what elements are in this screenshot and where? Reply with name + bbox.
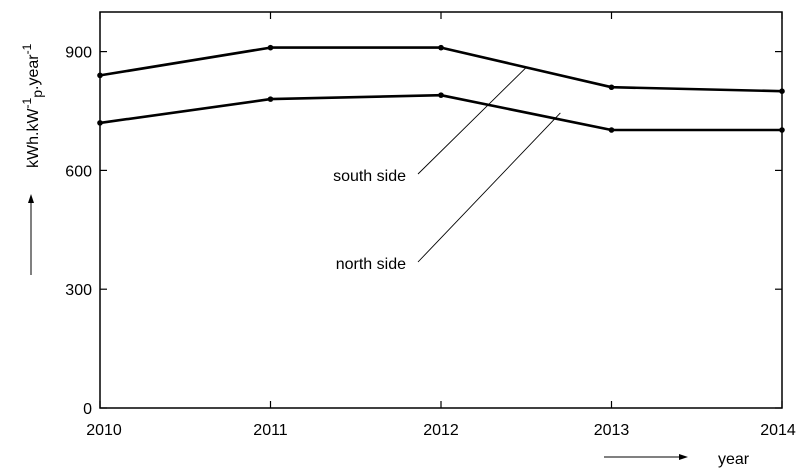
- data-point: [608, 127, 615, 133]
- y-axis-label: kWh.kW-1p.year-1: [20, 43, 45, 168]
- x-tick-label: 2010: [86, 422, 122, 439]
- y-axis-label-part: p: [29, 90, 45, 98]
- data-point: [438, 92, 444, 98]
- data-point: [267, 44, 274, 51]
- data-point: [97, 120, 103, 126]
- data-point: [608, 84, 615, 91]
- data-point: [779, 127, 785, 133]
- series-line: [99, 46, 783, 93]
- y-axis-label-part: -1: [20, 43, 34, 54]
- x-axis-arrow-head: [679, 454, 688, 460]
- annotation-layer: south side north side: [333, 67, 561, 273]
- y-tick-label: 0: [83, 401, 92, 418]
- y-axis-label-part: -1: [20, 97, 34, 108]
- series-line: [99, 93, 782, 132]
- y-tick-label: 300: [65, 282, 92, 299]
- data-point: [438, 44, 444, 51]
- annotation-label: south side: [333, 168, 406, 185]
- x-tick-label: 2012: [423, 422, 459, 439]
- series-north-side: [97, 92, 785, 133]
- y-tick-label: 600: [65, 163, 92, 180]
- x-tick-label: 2013: [594, 422, 630, 439]
- data-point: [267, 96, 274, 102]
- axis-ticks: 0 300 600 900 2010 2011 2012 2013 2014: [65, 12, 796, 439]
- x-axis-label: year: [718, 451, 750, 468]
- series-south-side: [97, 44, 785, 94]
- series-layer: [97, 44, 785, 133]
- plot-frame: [99, 11, 783, 409]
- annotation-leader-line: [417, 112, 561, 263]
- y-axis-label-part: .year: [25, 54, 42, 90]
- data-point: [97, 72, 103, 79]
- y-axis-title: kWh.kW-1p.year-1: [20, 43, 45, 275]
- y-tick-label: 900: [65, 45, 92, 62]
- y-axis-label-part: kWh.kW: [25, 108, 42, 168]
- data-point: [779, 88, 785, 94]
- y-axis-arrow-head: [28, 194, 34, 203]
- x-tick-label: 2011: [253, 422, 288, 439]
- x-tick-label: 2014: [760, 422, 796, 439]
- x-axis-title: year: [604, 451, 750, 468]
- annotation-leader-line: [417, 67, 527, 175]
- annotation-label: north side: [336, 256, 406, 273]
